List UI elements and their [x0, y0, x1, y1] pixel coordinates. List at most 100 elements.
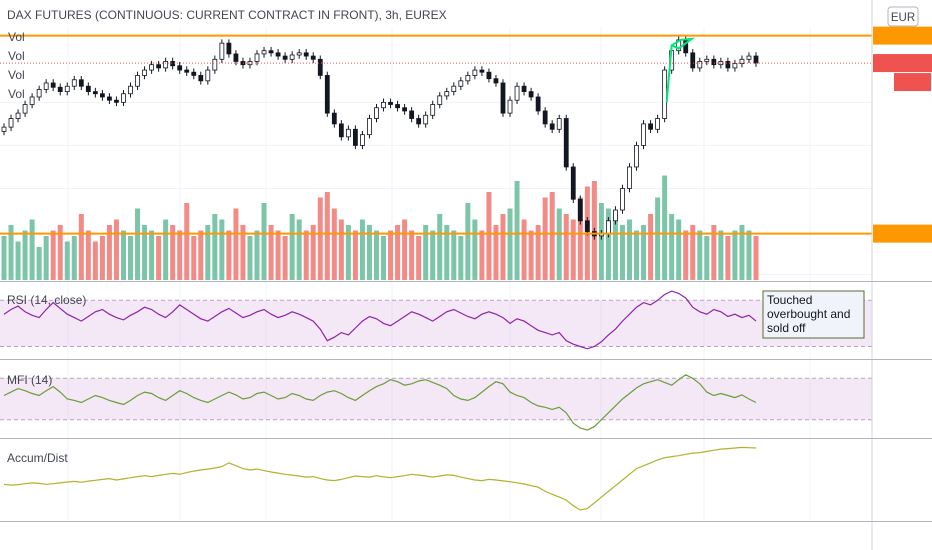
price-candle-body	[296, 52, 302, 56]
volume-bar	[528, 230, 534, 280]
volume-bar	[500, 214, 506, 280]
volume-bar	[549, 192, 555, 280]
price-candle-body	[409, 110, 415, 119]
countdown-badge	[894, 73, 931, 92]
ad-pane[interactable]	[3, 446, 757, 511]
trend-drawing	[665, 37, 696, 103]
price-candle-body	[324, 75, 330, 114]
volume-bar	[535, 225, 541, 280]
volume-bar	[268, 225, 274, 280]
mfi_pane-band	[0, 378, 872, 420]
price-candle-body	[711, 58, 717, 66]
volume-bar	[486, 192, 492, 280]
volume-bar	[662, 175, 668, 280]
price-candle-body	[170, 61, 176, 67]
volume-bar	[507, 208, 513, 280]
ad-label: Accum/Dist	[7, 451, 68, 465]
volume-bar	[570, 219, 576, 280]
volume-bar	[465, 203, 471, 280]
volume-bar	[233, 208, 239, 280]
last-price-badge	[873, 54, 932, 73]
price-candle-body	[606, 220, 611, 235]
price-candle-body	[233, 53, 239, 62]
currency-button[interactable]: EUR	[887, 6, 919, 27]
price-candle-body	[430, 104, 436, 116]
volume-bar	[113, 219, 119, 280]
volume-bar	[683, 230, 689, 280]
volume-bar	[191, 236, 197, 280]
price-candle-body	[198, 75, 204, 82]
annotation-line-3: sold off	[767, 321, 806, 335]
volume-bar	[247, 236, 253, 280]
volume-bar	[212, 214, 218, 280]
mfi-pane[interactable]	[0, 374, 872, 431]
volume-bar	[149, 230, 155, 280]
price-candle-body	[177, 65, 183, 71]
volume-bar	[655, 197, 661, 280]
volume-bar	[106, 225, 112, 280]
volume-bar	[22, 230, 28, 280]
price-candle-body	[507, 99, 513, 114]
volume-bar	[317, 197, 323, 280]
price-candle-body	[613, 209, 618, 222]
volume-bar	[50, 230, 56, 280]
price-candle-body	[697, 61, 703, 69]
price-candle-body	[317, 58, 323, 76]
price-candle-body	[662, 69, 668, 119]
price-pane[interactable]	[0, 26, 932, 280]
price-candle-body	[303, 52, 309, 57]
ad_pane-line	[3, 446, 757, 511]
price-candle-body	[121, 93, 126, 103]
volume-bar	[732, 230, 738, 280]
price-candle-body	[493, 78, 499, 84]
volume-bar	[479, 230, 485, 280]
volume-bar	[451, 230, 457, 280]
volume-bar	[99, 236, 105, 280]
price-candle-body	[71, 79, 77, 87]
volume-bar	[184, 203, 190, 280]
rsi-annotation[interactable]: Touched overbought and sold off	[762, 290, 865, 339]
volume-bar	[78, 214, 84, 280]
volume-bar	[430, 230, 436, 280]
price-candle-body	[240, 61, 246, 66]
price-candle-body	[395, 104, 400, 109]
volume-bar	[423, 225, 429, 280]
price-candle-body	[64, 85, 70, 92]
price-candle-body	[521, 85, 527, 92]
currency-label: EUR	[891, 12, 915, 24]
volume-bar	[85, 230, 91, 280]
price-candle-body	[156, 64, 162, 69]
price-candle-body	[8, 118, 14, 128]
price-candle-body	[289, 54, 295, 60]
price-candle-body	[205, 69, 211, 82]
volume-bar	[458, 236, 464, 280]
price-candle-body	[191, 71, 197, 76]
price-candle-body	[402, 107, 407, 112]
volume-bar	[388, 230, 394, 280]
rsi-pane[interactable]	[0, 290, 872, 350]
price-candle-body	[535, 96, 541, 112]
volume-bar	[71, 236, 77, 280]
volume-bar	[697, 230, 703, 280]
price-candle-body	[367, 118, 372, 136]
volume-bar	[416, 236, 422, 280]
price-candle-body	[500, 82, 506, 114]
volume-bar	[240, 225, 246, 280]
volume-bar	[198, 230, 204, 280]
price-candle-body	[36, 89, 42, 98]
price-candle-body	[360, 134, 365, 146]
price-candle-body	[338, 123, 344, 138]
volume-bar	[163, 219, 169, 280]
price-candle-body	[135, 75, 140, 87]
volume-bar	[303, 230, 309, 280]
price-candle-body	[648, 123, 653, 130]
price-candle-body	[114, 99, 119, 103]
volume-bar	[634, 230, 640, 280]
volume-bar	[739, 225, 745, 280]
volume-bar	[261, 203, 267, 280]
price-candle-body	[584, 220, 590, 232]
volume-bar	[170, 225, 176, 280]
volume-bar	[746, 230, 752, 280]
volume-bar	[324, 192, 330, 280]
